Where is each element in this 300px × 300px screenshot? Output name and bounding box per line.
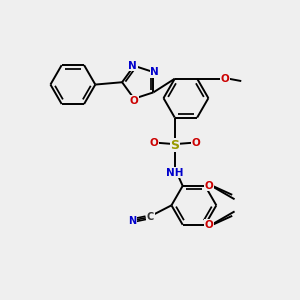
Text: S: S: [170, 139, 179, 152]
Text: NH: NH: [166, 168, 184, 178]
Text: O: O: [130, 95, 138, 106]
Text: O: O: [191, 138, 200, 148]
Text: N: N: [128, 216, 136, 226]
Text: C: C: [147, 212, 154, 222]
Text: N: N: [150, 67, 159, 77]
Text: O: O: [220, 74, 229, 84]
Text: O: O: [205, 181, 213, 191]
Text: O: O: [205, 220, 213, 230]
Text: O: O: [149, 138, 158, 148]
Text: N: N: [128, 61, 137, 71]
